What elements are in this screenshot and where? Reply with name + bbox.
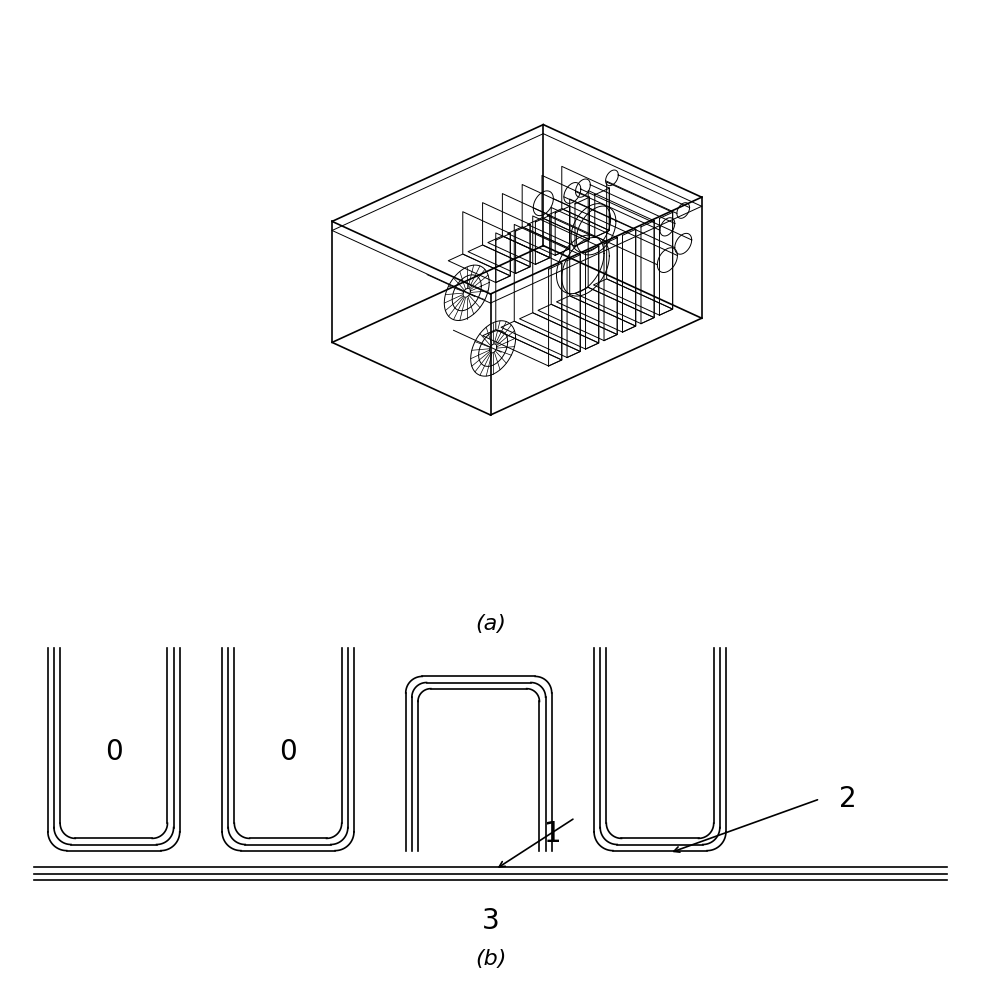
Text: (b): (b): [475, 949, 506, 969]
Text: 2: 2: [839, 785, 856, 813]
Text: 1: 1: [543, 820, 561, 848]
Text: 0: 0: [280, 738, 297, 766]
Text: (a): (a): [475, 614, 506, 634]
Text: 0: 0: [105, 738, 123, 766]
Text: 3: 3: [482, 907, 499, 935]
